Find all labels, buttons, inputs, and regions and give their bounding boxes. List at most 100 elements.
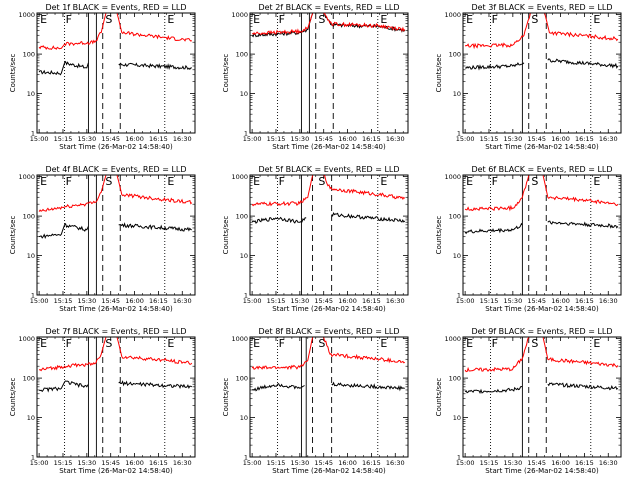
flag-label: E	[593, 175, 600, 188]
series-line-events-seg1	[464, 222, 523, 235]
x-tick-label: 16:00	[338, 297, 357, 305]
plot-frame	[249, 12, 409, 134]
x-tick-label: 16:30	[386, 135, 405, 143]
y-tick-label: 1	[31, 292, 35, 300]
y-tick-label: 1	[244, 130, 248, 138]
series-line-lld-seg2	[116, 175, 193, 205]
flag-label: E	[593, 337, 600, 350]
x-tick-label: 16:15	[149, 135, 168, 143]
y-axis-label: Counts/sec	[9, 378, 17, 417]
y-tick-label: 10	[27, 90, 35, 98]
series-line-lld-seg1	[251, 337, 314, 371]
y-tick-label: 1	[31, 454, 35, 462]
x-tick-label: 16:30	[599, 297, 618, 305]
chart-panel-3: Det 3f BLACK = Events, RED = LLD 1 10 100 10…	[435, 3, 622, 151]
x-tick-label: 16:30	[386, 297, 405, 305]
x-axis-label: Start Time (26-Mar-02 14:58:40)	[485, 305, 599, 313]
y-tick-label: 1000	[18, 335, 35, 343]
y-axis-label: Counts/sec	[222, 378, 230, 417]
chart-title: Det 1f BLACK = Events, RED = LLD	[45, 3, 186, 12]
x-tick-label: 15:00	[456, 459, 475, 467]
x-tick-label: 15:00	[30, 459, 49, 467]
x-tick-label: 16:00	[551, 459, 570, 467]
x-tick-label: 16:00	[125, 135, 144, 143]
series-line-lld-seg2	[323, 13, 406, 32]
series-line-events-seg2	[118, 222, 192, 232]
flag-label: E	[40, 175, 47, 188]
y-tick-label: 1	[457, 130, 461, 138]
y-tick-label: 10	[240, 90, 248, 98]
x-tick-label: 16:15	[575, 297, 594, 305]
y-tick-label: 10	[240, 252, 248, 260]
y-tick-label: 100	[23, 51, 35, 59]
y-tick-label: 1	[244, 454, 248, 462]
series-line-events-seg1	[251, 216, 307, 224]
flag-label: F	[66, 175, 72, 188]
chart-title: Det 3f BLACK = Events, RED = LLD	[471, 3, 612, 12]
y-tick-label: 100	[23, 375, 35, 383]
x-tick-label: 15:00	[456, 135, 475, 143]
plot-frame	[36, 12, 196, 134]
flag-label: F	[492, 175, 498, 188]
flag-label: F	[279, 337, 285, 350]
x-tick-label: 15:30	[77, 459, 96, 467]
series-line-events-seg1	[464, 62, 525, 71]
plot-frame	[462, 174, 622, 296]
flag-label: E	[593, 13, 600, 26]
x-axis-label: Start Time (26-Mar-02 14:58:40)	[485, 467, 599, 475]
flag-label: S	[318, 337, 325, 350]
x-tick-label: 15:30	[290, 297, 309, 305]
x-tick-label: 15:30	[77, 297, 96, 305]
chart-title: Det 4f BLACK = Events, RED = LLD	[45, 165, 186, 174]
series-line-lld-seg1	[38, 13, 107, 51]
y-axis-label: Counts/sec	[222, 54, 230, 93]
flag-label: E	[466, 337, 473, 350]
x-tick-label: 15:15	[267, 459, 286, 467]
series-line-lld-seg1	[251, 175, 314, 207]
series-line-events-seg2	[118, 62, 192, 71]
flag-label: E	[380, 13, 387, 26]
chart-panel-6: Det 6f BLACK = Events, RED = LLD 1 10 100 10…	[435, 165, 622, 313]
y-tick-label: 100	[236, 51, 248, 59]
x-tick-label: 16:15	[362, 459, 381, 467]
x-tick-label: 16:15	[149, 459, 168, 467]
series-line-events-seg2	[547, 220, 619, 229]
series-line-events-seg1	[38, 380, 89, 393]
series-line-events-seg1	[38, 222, 89, 240]
flag-label: F	[66, 13, 72, 26]
chart-title: Det 6f BLACK = Events, RED = LLD	[471, 165, 612, 174]
series-line-events-seg1	[251, 383, 305, 392]
series-line-lld-seg2	[542, 337, 619, 368]
x-tick-label: 15:00	[30, 297, 49, 305]
y-tick-label: 10	[27, 414, 35, 422]
y-tick-label: 1000	[231, 335, 248, 343]
flag-label: E	[40, 13, 47, 26]
flag-label: F	[279, 13, 285, 26]
flag-label: E	[380, 337, 387, 350]
x-tick-label: 15:45	[314, 135, 333, 143]
plot-frame	[249, 174, 409, 296]
series-line-lld-seg2	[323, 175, 406, 201]
x-tick-label: 16:15	[575, 135, 594, 143]
y-tick-label: 10	[453, 414, 461, 422]
flag-label: E	[167, 175, 174, 188]
plot-frame	[249, 336, 409, 458]
x-tick-label: 15:30	[503, 297, 522, 305]
series-line-lld-seg2	[542, 175, 619, 207]
flag-label: E	[40, 337, 47, 350]
x-tick-label: 15:45	[527, 297, 546, 305]
x-tick-label: 15:00	[30, 135, 49, 143]
x-tick-label: 15:15	[267, 297, 286, 305]
x-tick-label: 16:00	[338, 459, 357, 467]
flag-label: E	[253, 175, 260, 188]
series-line-lld-seg1	[464, 175, 530, 212]
plot-frame	[462, 12, 622, 134]
y-axis-label: Counts/sec	[435, 378, 443, 417]
x-axis-label: Start Time (26-Mar-02 14:58:40)	[272, 467, 386, 475]
flag-label: S	[105, 175, 112, 188]
x-axis-label: Start Time (26-Mar-02 14:58:40)	[485, 143, 599, 151]
y-tick-label: 1000	[231, 11, 248, 19]
y-tick-label: 1	[457, 454, 461, 462]
flag-label: S	[531, 13, 538, 26]
